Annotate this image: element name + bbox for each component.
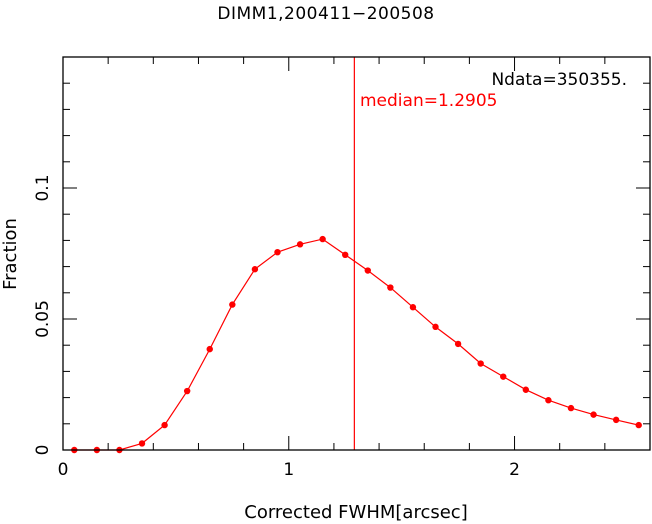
y-tick-label: 0.1 bbox=[33, 174, 53, 201]
x-axis-label: Corrected FWHM[arcsec] bbox=[244, 502, 467, 523]
data-point bbox=[567, 404, 575, 412]
median-annotation: median=1.2905 bbox=[360, 91, 497, 111]
ndata-annotation: Ndata=350355. bbox=[491, 70, 627, 90]
data-point bbox=[500, 373, 507, 380]
data-point bbox=[522, 386, 530, 393]
x-tick-label: 1 bbox=[283, 460, 294, 480]
data-point bbox=[454, 340, 462, 348]
y-axis-label: Fraction bbox=[0, 218, 21, 290]
chart-title: DIMM1,200411−200508 bbox=[217, 4, 435, 24]
data-point bbox=[296, 241, 304, 248]
data-point bbox=[161, 421, 168, 429]
data-point bbox=[364, 267, 371, 274]
plot-frame bbox=[62, 56, 651, 451]
data-point bbox=[590, 411, 597, 418]
series-line bbox=[74, 238, 639, 451]
x-tick-label: 0 bbox=[58, 460, 69, 480]
data-point bbox=[432, 323, 439, 331]
data-point bbox=[635, 421, 642, 429]
data-point bbox=[274, 248, 281, 256]
y-tick-label: 0.05 bbox=[33, 300, 53, 338]
data-point bbox=[387, 284, 394, 291]
data-point bbox=[206, 345, 213, 353]
data-point bbox=[477, 360, 484, 367]
data-point bbox=[138, 440, 146, 447]
data-point bbox=[319, 235, 326, 243]
data-point bbox=[229, 301, 236, 308]
data-point bbox=[183, 387, 191, 395]
data-point bbox=[409, 304, 417, 311]
data-point bbox=[342, 251, 349, 259]
x-tick-label: 2 bbox=[509, 460, 520, 480]
data-point bbox=[612, 416, 620, 424]
data-point bbox=[545, 397, 552, 404]
data-point bbox=[251, 266, 259, 273]
y-tick-label: 0 bbox=[33, 445, 53, 456]
